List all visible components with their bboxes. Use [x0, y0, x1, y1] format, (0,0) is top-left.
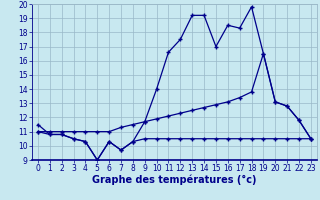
X-axis label: Graphe des températures (°c): Graphe des températures (°c) — [92, 175, 257, 185]
